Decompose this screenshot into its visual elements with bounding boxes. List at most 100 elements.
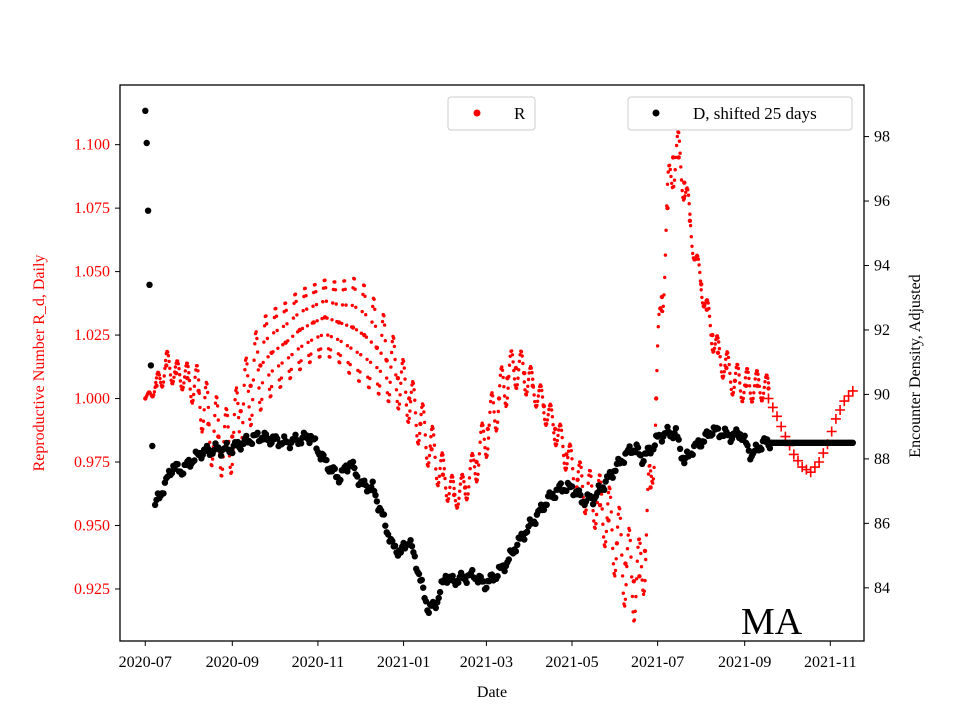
- r-point: [623, 561, 628, 566]
- r-point: [423, 433, 427, 437]
- r-point: [467, 476, 472, 480]
- right-tick-label: 92: [874, 322, 890, 339]
- r-point: [280, 361, 284, 365]
- r-point: [233, 398, 237, 402]
- r-point: [167, 359, 171, 364]
- d-point: [620, 459, 628, 466]
- r-point: [566, 455, 570, 460]
- r-point: [677, 130, 681, 135]
- r-point: [304, 294, 308, 298]
- r-point: [409, 390, 413, 394]
- r-point: [375, 365, 379, 370]
- r-point: [398, 393, 402, 397]
- r-point: [677, 139, 682, 143]
- r-point: [675, 134, 679, 139]
- d-point: [380, 511, 388, 518]
- r-point: [496, 409, 500, 414]
- r-point: [532, 393, 536, 397]
- r-point: [609, 510, 613, 514]
- r-point: [560, 435, 564, 440]
- r-point: [756, 372, 760, 376]
- r-projection-marker: [805, 467, 816, 478]
- r-point: [157, 373, 161, 377]
- r-point: [715, 350, 721, 355]
- r-point: [225, 413, 230, 418]
- r-point: [284, 308, 288, 312]
- r-point: [501, 375, 505, 380]
- r-point: [408, 400, 413, 404]
- r-point: [241, 402, 246, 406]
- r-point: [564, 466, 569, 470]
- r-point: [522, 371, 527, 376]
- r-point: [309, 352, 313, 356]
- legend-d-box: [627, 96, 853, 131]
- r-point: [648, 485, 653, 490]
- r-point: [439, 459, 443, 463]
- r-point: [676, 155, 681, 160]
- r-point: [755, 383, 760, 388]
- r-point: [588, 469, 592, 473]
- r-point: [185, 376, 190, 381]
- r-point: [757, 378, 761, 382]
- r-point: [633, 609, 637, 613]
- r-point: [530, 370, 534, 375]
- r-point: [248, 417, 252, 421]
- r-point: [345, 323, 349, 327]
- r-point: [355, 350, 359, 354]
- r-point: [498, 384, 502, 388]
- r-point: [752, 391, 756, 395]
- r-point: [432, 443, 437, 447]
- legend-d-marker: [652, 109, 660, 117]
- d-point: [698, 443, 705, 450]
- r-point: [448, 479, 453, 484]
- d-point: [160, 490, 167, 497]
- r-point: [248, 383, 253, 388]
- right-tick-label: 96: [874, 193, 890, 210]
- r-point: [262, 340, 266, 344]
- r-point: [412, 388, 416, 392]
- r-point: [257, 386, 261, 390]
- r-point: [679, 178, 684, 182]
- r-point: [437, 474, 442, 478]
- r-point: [421, 403, 425, 408]
- d-point: [297, 440, 305, 447]
- r-projection-marker: [797, 462, 808, 473]
- r-point: [443, 476, 447, 481]
- r-point: [699, 282, 704, 287]
- r-point: [283, 301, 288, 305]
- d-point: [601, 486, 608, 493]
- r-point: [213, 401, 218, 405]
- r-point: [267, 373, 271, 377]
- r-point: [161, 384, 165, 388]
- r-point: [399, 370, 404, 374]
- r-point: [276, 346, 280, 350]
- r-point: [242, 383, 246, 387]
- r-point: [368, 360, 373, 364]
- r-point: [686, 193, 691, 197]
- r-point: [477, 463, 481, 467]
- r-point: [380, 333, 384, 338]
- r-point: [736, 366, 741, 371]
- r-point: [664, 228, 668, 232]
- r-point: [502, 385, 506, 389]
- r-point: [722, 370, 726, 374]
- d-point: [323, 456, 330, 464]
- r-point: [713, 342, 717, 346]
- d-point: [223, 439, 230, 447]
- r-point: [533, 399, 537, 404]
- d-point: [397, 549, 404, 556]
- r-point: [213, 413, 217, 418]
- r-point: [634, 594, 638, 599]
- r-point: [564, 452, 569, 457]
- r-point: [473, 472, 477, 476]
- r-point: [418, 431, 422, 436]
- r-point: [688, 212, 692, 216]
- r-point: [192, 384, 197, 388]
- r-point: [628, 538, 632, 543]
- r-point: [672, 178, 677, 182]
- r-point: [347, 371, 352, 375]
- d-point: [676, 445, 684, 452]
- x-tick-label: 2020-09: [206, 654, 259, 671]
- r-point: [598, 473, 602, 478]
- d-point: [411, 553, 418, 560]
